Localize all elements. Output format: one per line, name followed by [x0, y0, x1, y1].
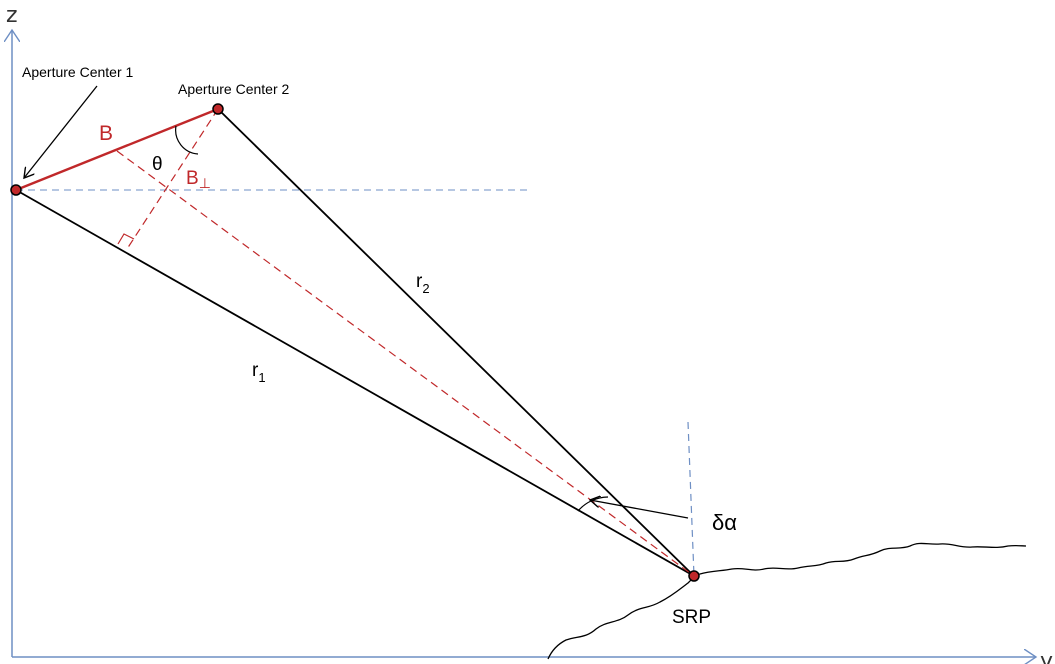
z-axis-label: z [6, 3, 18, 28]
srp-normal-line [687, 421, 695, 577]
terrain-profile [547, 542, 1027, 660]
r1-label: r1 [252, 360, 266, 385]
srp-label: SRP [672, 607, 711, 628]
r2-subscript: 2 [422, 281, 429, 296]
aperture-center-2-point [212, 103, 224, 115]
r2-label: r2 [416, 271, 430, 296]
perpendicular-symbol: ⊥ [199, 175, 211, 191]
baseline-segment [15, 107, 219, 192]
range-r1-line [15, 189, 695, 577]
aperture1-pointer-arrow [24, 85, 98, 178]
aperture-center-1-point [10, 184, 22, 196]
aperture-center-1-label: Aperture Center 1 [22, 64, 133, 80]
y-axis-label: y [1040, 649, 1053, 664]
delta-alpha-label: δα [712, 510, 737, 535]
baseline-label: B [99, 122, 113, 145]
range-r2-line [217, 108, 695, 577]
theta-label: θ [152, 154, 163, 175]
perpendicular-baseline-line [126, 108, 219, 250]
delta-alpha-pointer-arrow [590, 500, 689, 519]
srp-point [688, 570, 700, 582]
aperture-center-2-label: Aperture Center 2 [178, 81, 289, 97]
r1-subscript: 1 [258, 370, 265, 385]
look-direction-line [116, 150, 695, 577]
perpendicular-baseline-label: B⊥ [186, 168, 211, 191]
right-angle-marker [117, 233, 135, 245]
theta-angle-arc [175, 125, 199, 155]
